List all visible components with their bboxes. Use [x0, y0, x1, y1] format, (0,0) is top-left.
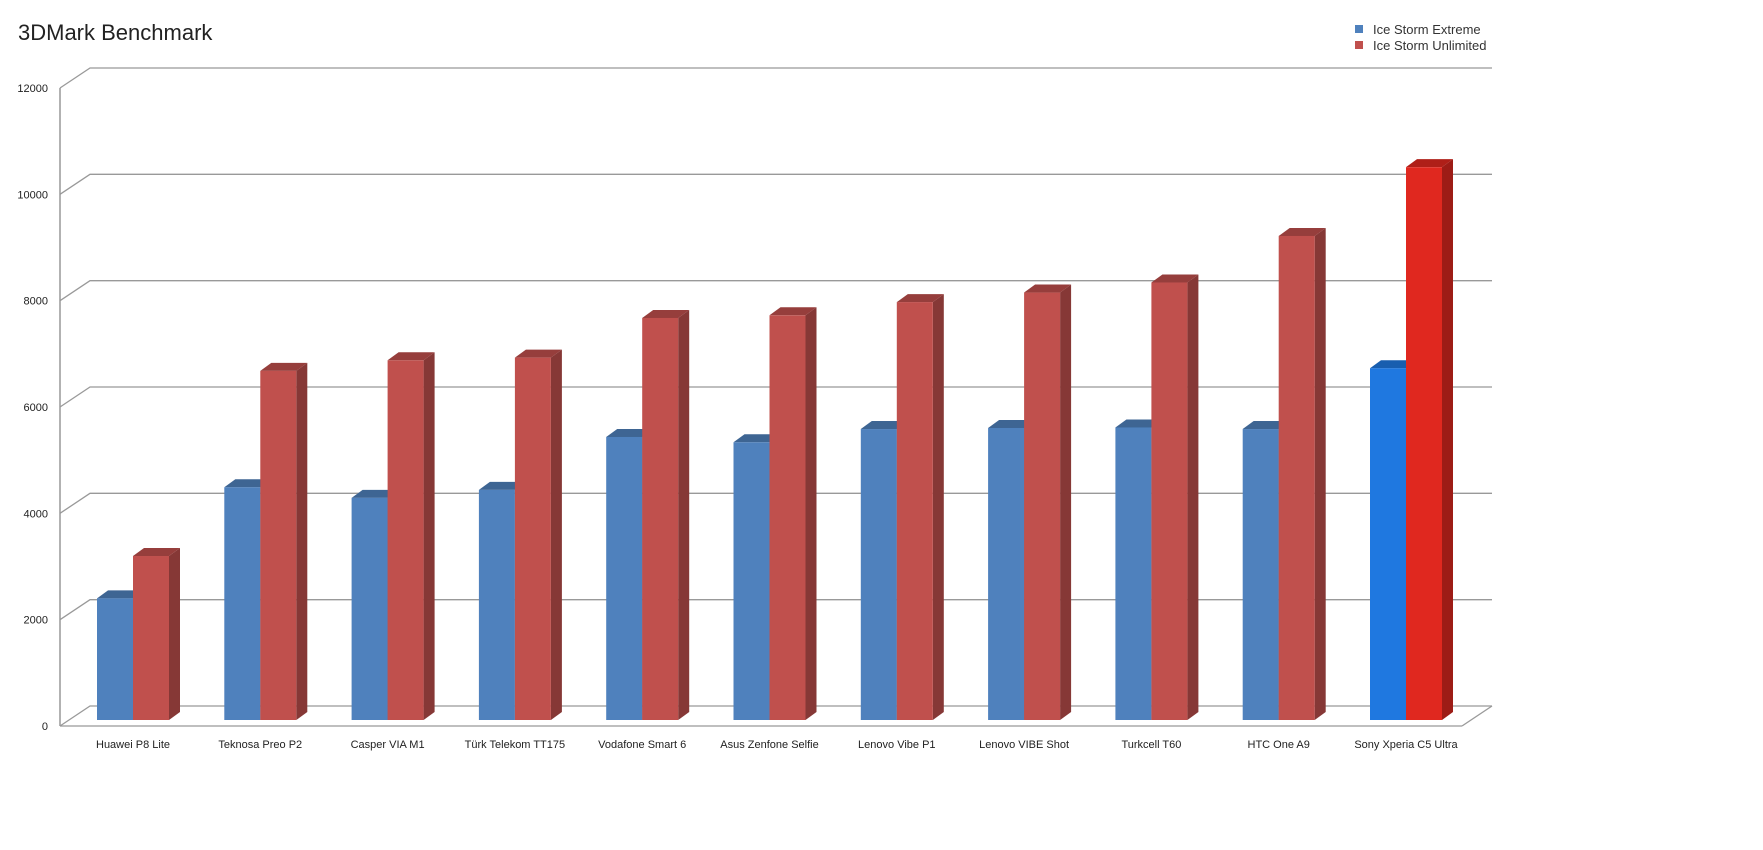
- bar-ice-storm-unlimited: [896, 302, 933, 720]
- x-tick-label: Asus Zenfone Selfie: [720, 739, 818, 751]
- x-tick-label: Lenovo VIBE Shot: [979, 739, 1069, 751]
- bar-side: [296, 362, 308, 720]
- x-tick-label: Türk Telekom TT175: [465, 739, 565, 751]
- x-tick-label: Huawei P8 Lite: [96, 739, 170, 751]
- bar-top: [1024, 284, 1072, 293]
- bar-top: [860, 421, 908, 430]
- bar-top: [97, 590, 144, 599]
- legend: Ice Storm Extreme Ice Storm Unlimited: [1355, 21, 1486, 53]
- bar-ice-storm-unlimited: [1278, 235, 1315, 720]
- bar-ice-storm-extreme: [351, 497, 388, 720]
- gridline: [59, 173, 1492, 195]
- floor-edge: [1461, 705, 1493, 727]
- y-tick-label: 2000: [24, 615, 48, 627]
- legend-label: Ice Storm Extreme: [1373, 21, 1481, 37]
- bar-top: [988, 419, 1036, 428]
- bar-side: [1314, 227, 1326, 720]
- bar-top: [478, 481, 526, 490]
- x-tick-label: Turkcell T60: [1121, 739, 1181, 751]
- bar-side: [1060, 284, 1072, 720]
- bar-side: [423, 352, 435, 720]
- bar-ice-storm-unlimited: [769, 315, 806, 720]
- bar-side: [932, 294, 944, 720]
- legend-item-unlimited: Ice Storm Unlimited: [1355, 37, 1486, 53]
- x-tick-label: Sony Xperia C5 Ultra: [1354, 739, 1458, 751]
- legend-swatch: [1355, 41, 1363, 49]
- bar-top: [1242, 421, 1290, 430]
- y-tick-label: 12000: [17, 83, 48, 95]
- bar-side: [1442, 159, 1453, 721]
- bar-ice-storm-unlimited: [642, 317, 679, 720]
- bar-ice-storm-extreme: [224, 487, 261, 720]
- bar-top: [514, 349, 562, 358]
- x-tick-label: Vodafone Smart 6: [598, 739, 686, 751]
- bar-top: [260, 362, 308, 371]
- bar-ice-storm-extreme: [606, 436, 643, 720]
- legend-label: Ice Storm Unlimited: [1373, 37, 1487, 53]
- bar-ice-storm-unlimited: [387, 360, 424, 720]
- y-tick-label: 10000: [17, 189, 48, 201]
- bar-top: [733, 434, 781, 443]
- bar-top: [606, 428, 654, 437]
- bar-side: [550, 349, 562, 720]
- bar-top: [387, 352, 435, 361]
- bar-top: [769, 307, 817, 316]
- bar-ice-storm-extreme: [1115, 427, 1152, 720]
- legend-swatch: [1355, 25, 1363, 33]
- bar-ice-storm-extreme: [733, 442, 770, 720]
- bar-side: [678, 309, 690, 720]
- bar-top: [896, 294, 944, 303]
- bar-top: [133, 548, 180, 557]
- bar-ice-storm-extreme: [1242, 429, 1279, 720]
- bar-ice-storm-unlimited: [1406, 167, 1442, 721]
- x-tick-label: Teknosa Preo P2: [218, 739, 302, 751]
- bar-top: [224, 479, 272, 488]
- bar-ice-storm-unlimited: [514, 357, 551, 720]
- y-tick-label: 4000: [24, 508, 48, 520]
- bar-side: [805, 307, 817, 720]
- bar-ice-storm-unlimited: [260, 370, 297, 720]
- bar-top: [1406, 159, 1453, 168]
- bar-side: [1187, 274, 1199, 720]
- bar-top: [1115, 419, 1163, 428]
- gridline: [59, 280, 1492, 302]
- y-tick-label: 0: [42, 721, 48, 733]
- bar-top: [1151, 274, 1199, 283]
- y-tick-label: 6000: [24, 402, 48, 414]
- x-tick-label: Lenovo Vibe P1: [858, 739, 935, 751]
- bar-side: [169, 548, 180, 720]
- x-tick-label: Casper VIA M1: [351, 739, 425, 751]
- bar-top: [351, 489, 399, 498]
- bar-ice-storm-extreme: [860, 429, 897, 720]
- bar-ice-storm-unlimited: [1024, 292, 1061, 720]
- bar-top: [1278, 227, 1326, 236]
- legend-item-extreme: Ice Storm Extreme: [1355, 21, 1486, 37]
- bar-ice-storm-unlimited: [1151, 282, 1188, 720]
- bar-ice-storm-extreme: [1370, 368, 1406, 720]
- bar-ice-storm-extreme: [478, 489, 515, 720]
- y-tick-label: 8000: [24, 296, 48, 308]
- bar-top: [1370, 360, 1417, 369]
- bar-ice-storm-extreme: [97, 598, 133, 720]
- bar-ice-storm-extreme: [988, 427, 1025, 720]
- bar-ice-storm-unlimited: [133, 556, 169, 720]
- bar-top: [642, 309, 690, 318]
- chart-title: 3DMark Benchmark: [18, 20, 213, 45]
- gridline: [59, 67, 1492, 89]
- x-tick-label: HTC One A9: [1248, 739, 1310, 751]
